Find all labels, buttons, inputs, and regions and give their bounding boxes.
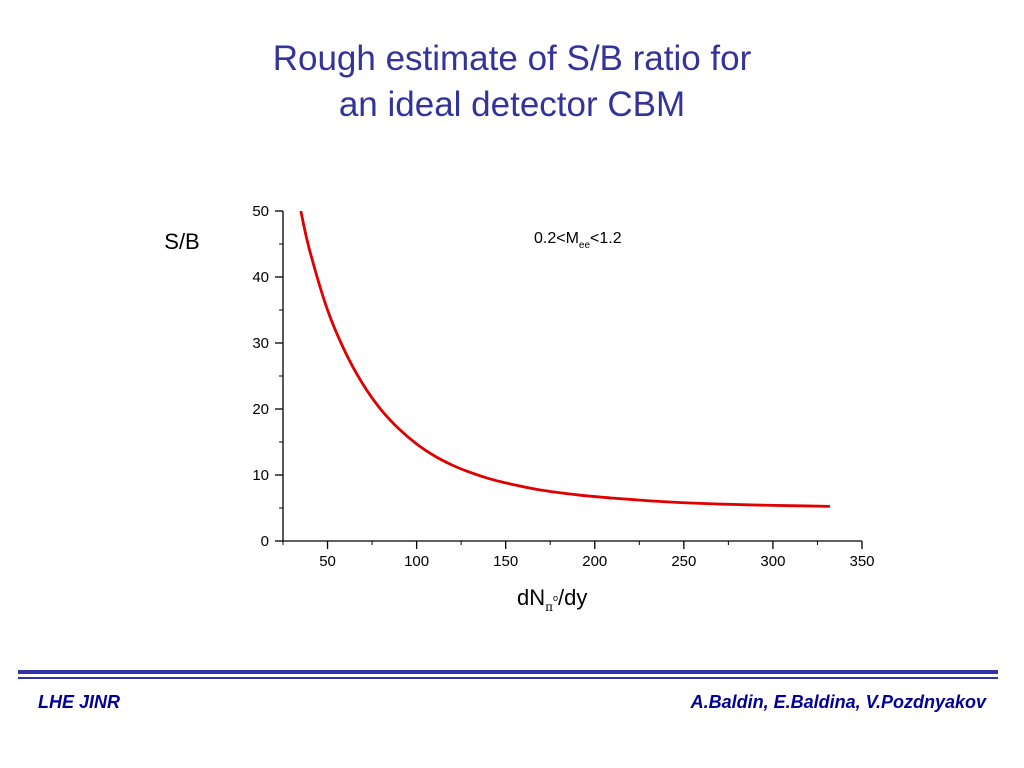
annotation-subscript: ee [579,240,591,251]
title-line-2: an ideal detector CBM [338,85,686,124]
x-tick-label: 200 [582,553,607,570]
x-tick-label: 150 [493,553,518,570]
annotation-main: 0.2<M [534,230,579,247]
footer-authors: A.Baldin, E.Baldina, V.Pozdnyakov [690,692,986,712]
x-tick-label: 250 [671,553,696,570]
sb-ratio-chart: 0 10 20 30 40 50 50 100 150 200 250 300 350 S/B 0.2<… [164,203,874,614]
x-tick-label: 100 [404,553,429,570]
slide-title: Rough estimate of S/B ratio for an ideal… [0,36,1024,128]
y-axis-label: S/B [164,229,199,254]
y-tick-label: 30 [252,335,269,352]
xlabel-superscript: o [553,593,558,603]
x-tick-label: 50 [319,553,336,570]
xlabel-main: dN [517,585,545,610]
annotation-tail: <1.2 [590,230,622,247]
xlabel-tail: /dy [558,585,587,610]
y-tick-label: 0 [261,533,269,550]
footer-institution: LHE JINR [38,692,121,712]
y-tick-label: 10 [252,467,269,484]
title-line-1: Rough estimate of S/B ratio for [272,39,752,78]
footer-divider-thick [18,670,998,674]
y-tick-label: 20 [252,401,269,418]
chart-ticks: 0 10 20 30 40 50 50 100 150 200 250 300 350 [252,203,874,570]
mass-range-annotation: 0.2<Mee<1.2 [534,230,622,251]
y-tick-label: 40 [252,269,269,286]
chart-axes [282,211,862,542]
xlabel-subscript: π [545,600,553,614]
chart-series [299,210,830,508]
x-tick-label: 300 [760,553,785,570]
footer-divider-thin [18,677,998,679]
x-tick-label: 350 [849,553,874,570]
x-axis-label: dNπo/dy [517,585,587,614]
y-tick-label: 50 [252,203,269,220]
sb-ratio-curve [299,210,830,508]
